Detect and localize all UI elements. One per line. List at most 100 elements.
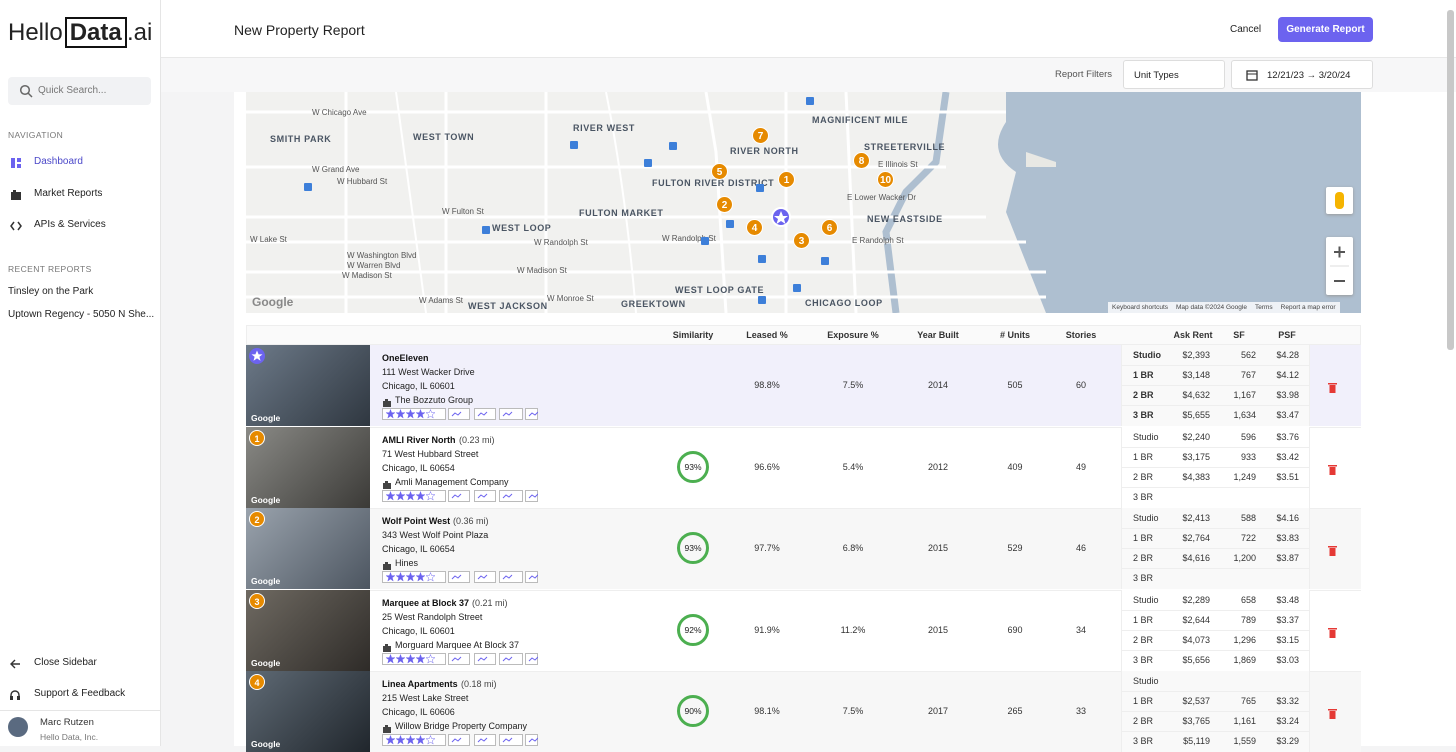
generate-report-button[interactable]: Generate Report (1278, 17, 1373, 42)
property-name[interactable]: Linea Apartments (382, 679, 458, 689)
property-name[interactable]: OneEleven (382, 353, 429, 363)
map-marker[interactable]: 10 (877, 171, 894, 188)
rating-control[interactable] (382, 570, 446, 588)
delete-button-part (1328, 709, 1337, 719)
column-header[interactable]: Leased % (746, 330, 788, 340)
row-tool[interactable] (474, 652, 496, 670)
row-tool[interactable] (474, 407, 496, 425)
map-marker[interactable]: 3 (793, 232, 810, 249)
property-name[interactable]: Wolf Point West (382, 516, 451, 526)
row-tool[interactable] (448, 652, 470, 670)
date-range[interactable]: 12/21/23 → 3/20/24 (1231, 60, 1373, 89)
leased: 96.6% (754, 461, 780, 472)
row-tool-part (448, 408, 470, 420)
row-tool[interactable] (525, 652, 539, 670)
delete-button[interactable] (1328, 543, 1337, 561)
column-header[interactable]: PSF (1278, 330, 1296, 340)
nav-item[interactable]: APIs & Services (34, 219, 106, 230)
map[interactable]: W Chicago Ave RIVER WEST MAGNIFICENT MILE S… (246, 92, 1361, 313)
rating-control[interactable] (382, 733, 446, 751)
row-tool[interactable] (525, 733, 539, 751)
delete-button[interactable] (1328, 462, 1337, 480)
column-header[interactable]: # Units (999, 330, 1030, 340)
rating-control[interactable] (382, 489, 446, 507)
row-tool[interactable] (474, 489, 496, 507)
row-tool[interactable] (499, 407, 523, 425)
column-header[interactable]: Year Built (917, 330, 959, 340)
photo-watermark: Google (251, 413, 281, 423)
psf: $3.76 (1276, 431, 1299, 442)
map-marker[interactable]: 6 (821, 219, 838, 236)
row-tool-part (525, 408, 539, 420)
footer-link[interactable]: Support & Feedback (34, 688, 126, 699)
row-tool[interactable] (525, 489, 539, 507)
row-tool[interactable] (448, 407, 470, 425)
search-box[interactable]: Quick Search... (8, 77, 151, 105)
map-marker[interactable]: 8 (853, 152, 870, 169)
rating-control[interactable] (382, 652, 446, 670)
property-photo[interactable] (246, 589, 370, 671)
ask-rent: $5,119 (1183, 736, 1210, 746)
rating-control[interactable] (382, 407, 446, 425)
delete-button-part (1329, 466, 1336, 475)
delete-button[interactable] (1328, 625, 1337, 643)
column-header[interactable]: Ask Rent (1173, 330, 1213, 340)
row-tool[interactable] (474, 733, 496, 751)
property-photo[interactable] (246, 671, 370, 752)
pegman[interactable] (1326, 187, 1353, 214)
attribution-link[interactable]: Report a map error (1280, 304, 1336, 311)
cancel-button[interactable]: Cancel (1230, 24, 1262, 35)
column-header[interactable]: Stories (1065, 330, 1097, 340)
column-header[interactable]: SF (1233, 330, 1245, 340)
footer-link[interactable]: Close Sidebar (34, 657, 97, 668)
property-photo[interactable] (246, 426, 370, 508)
row-tool[interactable] (525, 570, 539, 588)
row-tool[interactable] (499, 733, 523, 751)
row-tool[interactable] (448, 733, 470, 751)
row-tool-part (528, 493, 539, 498)
subject-marker[interactable] (771, 207, 791, 227)
map-marker[interactable]: 4 (746, 219, 763, 236)
scrollbar[interactable] (1447, 10, 1454, 350)
logo[interactable]: Hello Data (8, 16, 127, 50)
row-tool[interactable] (499, 570, 523, 588)
row-tool[interactable] (499, 489, 523, 507)
nav-item[interactable]: Dashboard (34, 156, 83, 167)
map-marker[interactable]: 5 (711, 163, 728, 180)
property-name[interactable]: AMLI River North (382, 434, 456, 445)
sf: 1,167 (1233, 390, 1256, 400)
manager-icon (382, 721, 392, 739)
unit-types-select[interactable]: Unit Types (1123, 60, 1225, 89)
zoom-icons[interactable] (1326, 237, 1353, 295)
avatar[interactable] (8, 717, 28, 737)
recent-report[interactable]: Uptown Regency - 5050 N She... (8, 309, 155, 320)
row-tool[interactable] (499, 652, 523, 670)
nav-item[interactable]: Market Reports (34, 187, 103, 199)
rating-control-part (405, 571, 416, 582)
property-photo[interactable] (246, 345, 370, 426)
map-marker[interactable]: 1 (778, 171, 795, 188)
column-header[interactable]: Similarity (672, 330, 714, 340)
row-tool[interactable] (448, 489, 470, 507)
property-name[interactable]: Marquee at Block 37 (382, 597, 470, 608)
row-tool[interactable] (448, 570, 470, 588)
attribution-link[interactable]: Map data ©2024 Google (1176, 304, 1247, 311)
map-marker[interactable]: 2 (716, 196, 733, 213)
filter-label: Report Filters (1055, 69, 1113, 80)
mix-divider (1122, 711, 1309, 712)
delete-button[interactable] (1328, 380, 1337, 398)
attribution-link[interactable]: Terms (1254, 304, 1273, 311)
similarity-ring-part (677, 450, 709, 483)
property-photo[interactable] (246, 508, 370, 589)
map-marker[interactable]: 7 (752, 127, 769, 144)
delete-button[interactable] (1328, 706, 1337, 724)
row-tool-part (448, 734, 470, 746)
row-tool[interactable] (474, 570, 496, 588)
mix-divider (1122, 446, 1309, 448)
mix-divider (1122, 568, 1309, 569)
recent-report[interactable]: Tinsley on the Park (8, 286, 94, 297)
row-tool-part (451, 493, 462, 498)
column-header[interactable]: Exposure % (827, 330, 879, 340)
row-tool[interactable] (525, 407, 539, 425)
attribution-link[interactable]: Keyboard shortcuts (1112, 304, 1169, 311)
